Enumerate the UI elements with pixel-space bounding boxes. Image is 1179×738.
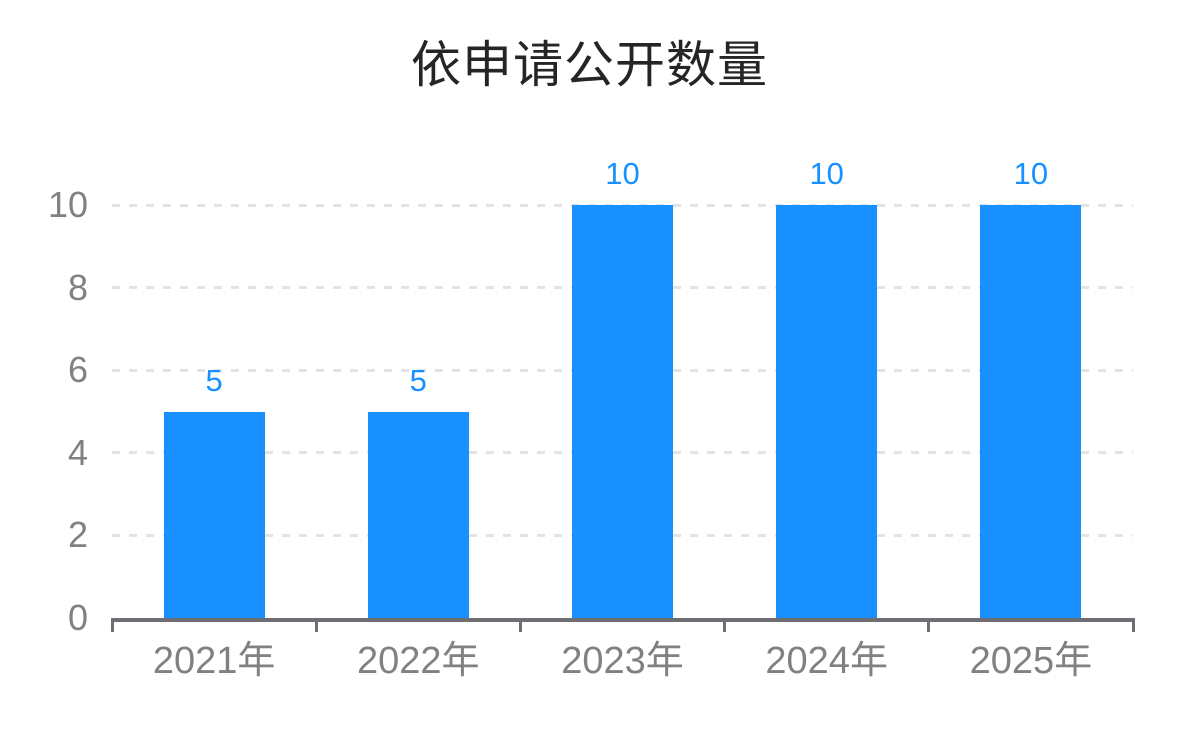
x-axis-category-label: 2021年 (152, 640, 276, 682)
x-axis-line (112, 618, 1133, 622)
chart-title: 依申请公开数量 (411, 37, 768, 93)
x-axis-tick (518, 618, 522, 632)
x-axis-category-label: 2024年 (765, 640, 888, 682)
y-axis-tick-label: 8 (67, 266, 88, 308)
bar-value-label: 5 (409, 362, 427, 398)
bar (163, 411, 265, 618)
x-axis-tick (314, 618, 318, 632)
bar (980, 205, 1082, 618)
y-axis-tick-label: 4 (67, 431, 88, 473)
x-axis-tick (110, 618, 114, 632)
y-axis-tick-label: 0 (67, 597, 88, 638)
x-axis-tick (927, 618, 931, 632)
y-axis-tick-label: 10 (47, 184, 88, 225)
bar-value-label: 10 (605, 156, 640, 191)
x-axis-tick (723, 618, 727, 632)
bar-value-label: 10 (809, 156, 844, 191)
x-axis-tick (1131, 618, 1135, 632)
bar (776, 205, 878, 618)
x-axis-category-label: 2023年 (561, 640, 684, 682)
x-axis-category-label: 2022年 (357, 640, 480, 682)
bar-value-label: 10 (1013, 156, 1049, 191)
y-axis-tick-label: 2 (67, 514, 88, 556)
bar (367, 411, 469, 618)
bar-value-label: 5 (205, 362, 223, 398)
bar (572, 205, 673, 618)
x-axis-category-label: 2025年 (969, 640, 1093, 682)
y-axis-tick-label: 6 (67, 349, 88, 391)
